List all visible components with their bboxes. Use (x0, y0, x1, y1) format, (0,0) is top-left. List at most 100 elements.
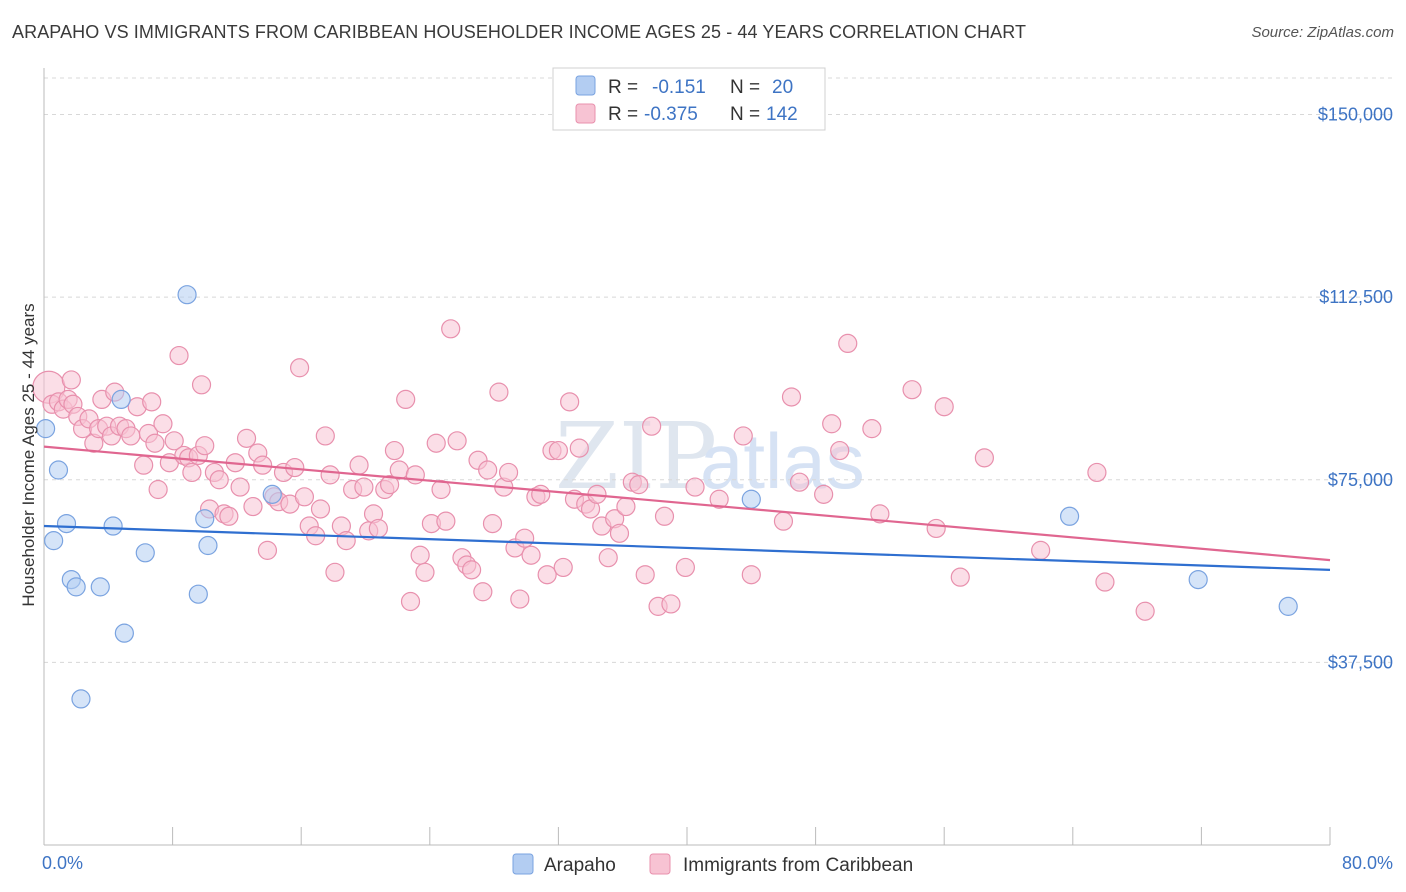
caribbean-point-28 (169, 345, 189, 366)
caribbean-point-74 (405, 465, 425, 485)
caribbean-point-85 (461, 560, 482, 580)
caribbean-point-142 (1095, 572, 1115, 592)
caribbean-point-69 (380, 475, 400, 495)
arapaho-trend-line (43, 524, 1331, 571)
caribbean-point-140 (1031, 540, 1051, 560)
caribbean-point-101 (548, 440, 569, 461)
y-tick-label-3: $150,000 (1318, 105, 1393, 125)
arapaho-point-9 (111, 389, 131, 410)
caribbean-point-20 (134, 455, 154, 475)
caribbean-point-103 (560, 392, 580, 412)
arapaho-point-2 (48, 460, 69, 480)
caribbean-point-34 (195, 436, 215, 456)
caribbean-point-96 (521, 545, 541, 565)
caribbean-point-95 (515, 528, 535, 548)
caribbean-point-25 (153, 414, 173, 434)
caribbean-point-129 (814, 484, 834, 504)
caribbean-point-116 (635, 565, 655, 585)
arapaho-point-18 (1059, 506, 1080, 526)
caribbean-point-122 (685, 477, 705, 497)
caribbean-point-99 (537, 565, 557, 585)
caribbean-point-71 (389, 460, 409, 480)
arapaho-point-10 (114, 623, 134, 643)
axes (43, 68, 1331, 846)
caribbean-point-134 (870, 504, 890, 524)
caribbean-point-110 (598, 548, 618, 568)
caribbean-point-130 (822, 414, 842, 434)
caribbean-point-113 (616, 496, 636, 517)
trend-lines (43, 445, 1331, 571)
caribbean-point-70 (384, 440, 405, 461)
caribbean-point-126 (773, 511, 794, 531)
caribbean-point-135 (902, 380, 922, 400)
caribbean-point-58 (320, 465, 340, 485)
caribbean-point-37 (209, 470, 229, 490)
legend-box: R = -0.151 N = 20 R = -0.375 N = 142 (552, 67, 826, 131)
arapaho-point-1 (44, 531, 64, 551)
caribbean-point-123 (709, 489, 729, 509)
arapaho-point-20 (1278, 596, 1298, 616)
legend-r-label-1: R = (608, 77, 638, 98)
caribbean-point-141 (1087, 462, 1107, 483)
y-tick-label-2: $112,500 (1319, 287, 1393, 307)
caribbean-point-138 (950, 567, 970, 587)
bottom-legend-swatch-arapaho (512, 853, 534, 875)
caribbean-point-41 (230, 477, 250, 497)
caribbean-point-120 (661, 594, 681, 614)
bottom-legend: Arapaho Immigrants from Caribbean (512, 853, 913, 876)
caribbean-point-124 (733, 426, 753, 446)
caribbean-point-121 (675, 557, 695, 578)
caribbean-point-75 (410, 545, 430, 565)
y-tick-labels: $37,500 $75,000 $112,500 $150,000 (1318, 105, 1393, 673)
legend-n-label-2: N = (730, 104, 760, 125)
legend-n-value-2: 142 (766, 104, 798, 125)
caribbean-point-131 (830, 440, 850, 461)
arapaho-point-15 (198, 535, 218, 556)
caribbean-point-23 (145, 433, 165, 453)
caribbean-point-125 (741, 565, 761, 585)
caribbean-trend-line (43, 445, 1331, 562)
arapaho-point-14 (195, 509, 215, 529)
legend-n-label-1: N = (730, 77, 760, 98)
arapaho-point-0 (36, 419, 56, 439)
legend-r-value-2: -0.375 (644, 104, 698, 125)
caribbean-point-5 (61, 370, 81, 390)
arapaho-point-5 (66, 577, 86, 597)
y-tick-label-1: $75,000 (1328, 470, 1393, 490)
arapaho-point-17 (741, 489, 761, 509)
arapaho-point-6 (71, 689, 91, 709)
series-arapaho-points (36, 285, 1298, 709)
caribbean-point-56 (310, 499, 331, 519)
caribbean-point-82 (447, 431, 467, 451)
x-tick-label-1: 80.0% (1342, 853, 1393, 873)
caribbean-point-63 (349, 455, 369, 475)
x-tick-label-0: 0.0% (42, 853, 83, 873)
bottom-legend-arapaho: Arapaho (544, 855, 616, 876)
arapaho-point-13 (188, 584, 208, 604)
caribbean-point-90 (489, 382, 509, 402)
arapaho-point-3 (56, 513, 77, 534)
caribbean-point-43 (243, 496, 263, 517)
caribbean-point-46 (257, 540, 278, 560)
caribbean-point-39 (219, 506, 239, 526)
caribbean-point-143 (1135, 601, 1155, 621)
caribbean-point-117 (642, 416, 662, 436)
bottom-legend-swatch-caribbean (649, 853, 671, 875)
arapaho-point-7 (90, 577, 110, 597)
caribbean-point-132 (838, 333, 858, 354)
caribbean-point-119 (654, 506, 675, 526)
caribbean-point-76 (415, 562, 435, 582)
caribbean-point-136 (926, 518, 946, 539)
caribbean-point-139 (974, 448, 994, 468)
caribbean-point-24 (148, 479, 168, 500)
caribbean-point-81 (441, 319, 461, 339)
legend-r-value-1: -0.151 (652, 77, 706, 98)
caribbean-point-57 (315, 426, 335, 446)
bottom-legend-caribbean: Immigrants from Caribbean (683, 855, 913, 876)
arapaho-point-16 (262, 484, 282, 504)
legend-n-value-1: 20 (772, 77, 793, 98)
caribbean-point-94 (510, 589, 530, 609)
arapaho-point-19 (1188, 569, 1208, 590)
caribbean-point-64 (354, 477, 374, 497)
